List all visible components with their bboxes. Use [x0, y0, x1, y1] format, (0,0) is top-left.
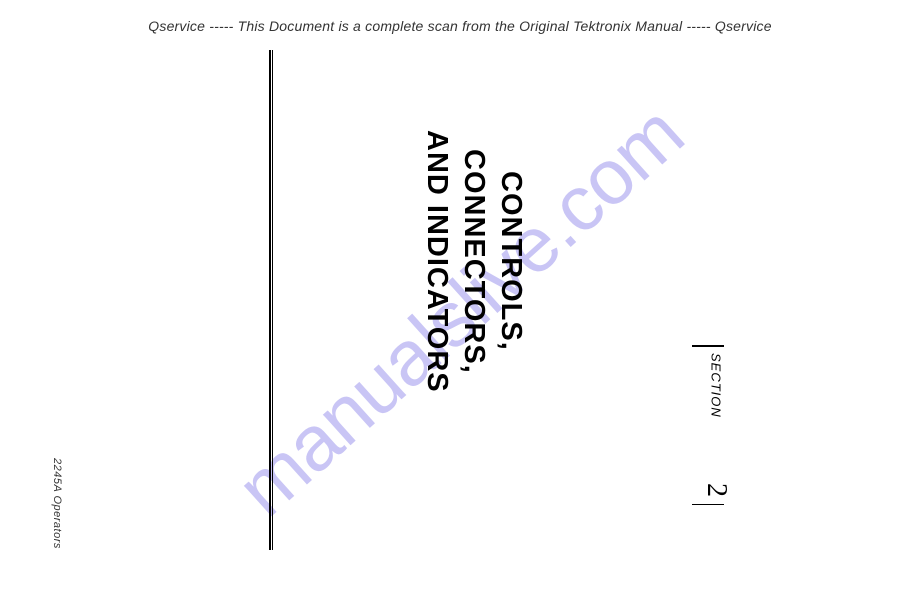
binding-rule: [269, 50, 273, 550]
header-sep-2: -----: [682, 18, 715, 34]
header-sep-1: -----: [205, 18, 238, 34]
section-marker: SECTION 2: [700, 345, 732, 505]
section-rule-top: [692, 345, 724, 347]
section-title: CONTROLS, CONNECTORS, AND INDICATORS: [420, 130, 527, 393]
title-line-1: CONTROLS,: [494, 130, 527, 393]
header-left-tag: Qservice: [148, 18, 205, 34]
footer-model: 2245A Operators: [51, 458, 63, 549]
scanned-page: Qservice ----- This Document is a comple…: [0, 0, 920, 599]
section-label: SECTION: [709, 353, 724, 418]
header-text: This Document is a complete scan from th…: [238, 18, 683, 34]
scan-header: Qservice ----- This Document is a comple…: [0, 18, 920, 34]
title-line-2: CONNECTORS,: [457, 130, 490, 393]
section-rule-bottom: [692, 504, 724, 506]
section-number: 2: [700, 483, 732, 497]
title-line-3: AND INDICATORS: [420, 130, 453, 393]
header-right-tag: Qservice: [715, 18, 772, 34]
